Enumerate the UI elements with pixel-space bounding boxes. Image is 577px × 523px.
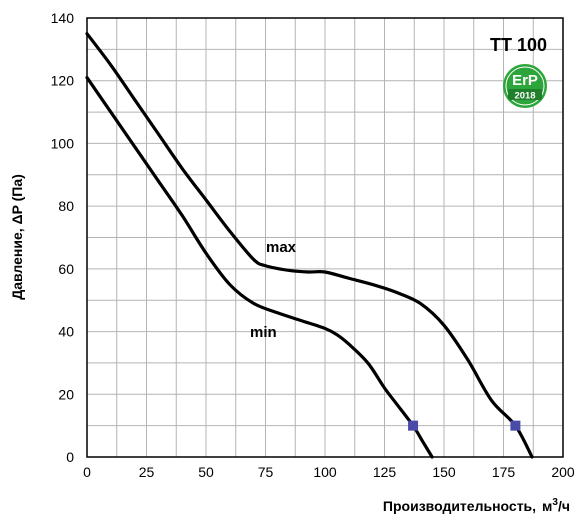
y-tick-label: 80 <box>58 198 74 214</box>
x-axis-unit: м <box>542 498 552 514</box>
x-tick-label: 25 <box>139 464 155 480</box>
erp-badge: ErP 2018 <box>503 64 547 108</box>
series-marker-max <box>510 420 521 431</box>
x-axis-label-text: Производительность, <box>383 498 536 514</box>
y-axis-label: Давление, ΔP (Па) <box>9 174 25 300</box>
x-tick-label: 75 <box>258 464 274 480</box>
series-line-max <box>85 32 534 459</box>
x-tick-label: 200 <box>551 464 575 480</box>
y-tick-label: 40 <box>58 324 74 340</box>
tick-labels: 0 25 50 75 100 125 150 175 200 0 20 40 60 80 100 120 140 <box>51 10 575 480</box>
erp-badge-ring <box>505 66 545 106</box>
erp-badge-year: 2018 <box>514 91 535 102</box>
series-label-max: max <box>266 239 297 256</box>
x-axis-unit-tail: /ч <box>558 498 570 514</box>
x-tick-label: 150 <box>432 464 456 480</box>
series-line-min <box>85 75 434 459</box>
series-label-min: min <box>250 324 277 341</box>
series-group: max min <box>85 32 534 459</box>
x-tick-label: 175 <box>492 464 516 480</box>
series-marker-min <box>408 420 419 431</box>
chart-title: TT 100 <box>490 35 547 55</box>
x-axis-label: Производительность, м3/ч <box>383 497 570 514</box>
grid <box>86 17 564 458</box>
y-tick-label: 120 <box>51 73 75 89</box>
x-tick-label: 50 <box>198 464 214 480</box>
x-tick-label: 0 <box>83 464 91 480</box>
y-tick-label: 60 <box>58 261 74 277</box>
x-axis-unit-sup: 3 <box>552 497 558 508</box>
erp-badge-year-band <box>508 89 542 100</box>
plot-frame <box>86 17 564 458</box>
y-tick-label: 140 <box>51 10 75 26</box>
x-tick-label: 125 <box>373 464 397 480</box>
y-tick-label: 20 <box>58 386 74 402</box>
y-tick-label: 100 <box>51 135 75 151</box>
y-tick-label: 0 <box>66 449 74 465</box>
erp-badge-text: ErP <box>512 72 538 89</box>
x-tick-label: 100 <box>313 464 337 480</box>
